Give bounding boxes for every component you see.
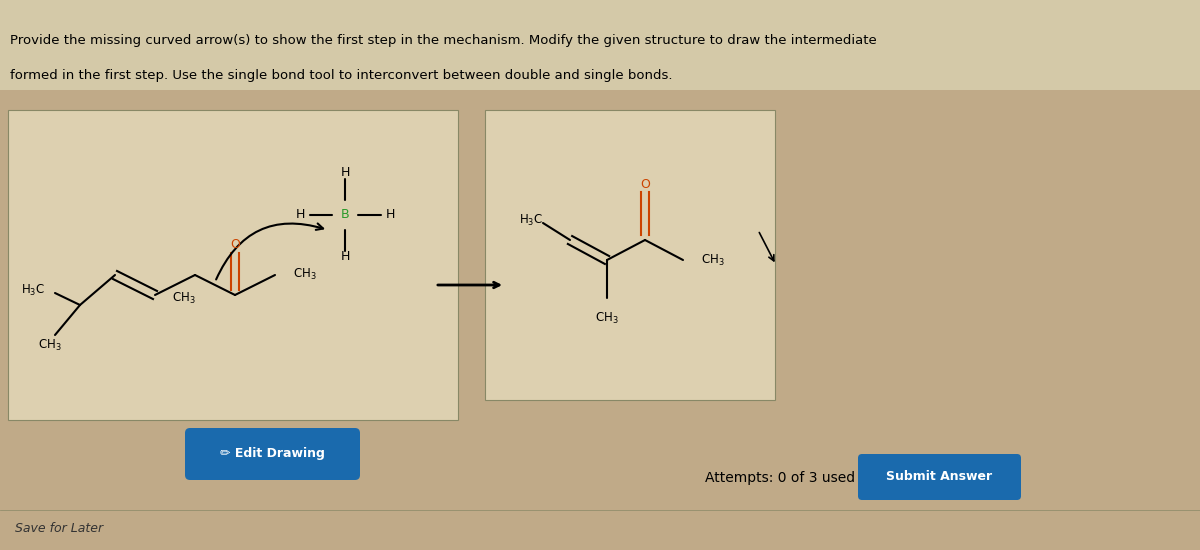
FancyBboxPatch shape (8, 110, 458, 420)
Text: CH$_3$: CH$_3$ (595, 310, 619, 326)
Text: CH$_3$: CH$_3$ (172, 290, 196, 306)
Text: Provide the missing curved arrow(s) to show the first step in the mechanism. Mod: Provide the missing curved arrow(s) to s… (10, 34, 877, 47)
Text: CH$_3$: CH$_3$ (293, 266, 317, 282)
Text: O: O (230, 239, 240, 251)
Text: H: H (341, 167, 349, 179)
Text: H: H (385, 208, 395, 222)
FancyBboxPatch shape (858, 454, 1021, 500)
Text: H: H (341, 250, 349, 263)
Text: CH$_3$: CH$_3$ (701, 252, 725, 267)
Text: H: H (295, 208, 305, 222)
FancyBboxPatch shape (485, 110, 775, 400)
FancyBboxPatch shape (0, 0, 1200, 90)
FancyBboxPatch shape (0, 90, 1200, 550)
Text: Submit Answer: Submit Answer (887, 470, 992, 483)
FancyBboxPatch shape (185, 428, 360, 480)
Text: Attempts: 0 of 3 used: Attempts: 0 of 3 used (704, 471, 856, 485)
Text: B: B (341, 208, 349, 222)
Text: O: O (640, 179, 650, 191)
Text: CH$_3$: CH$_3$ (38, 338, 61, 353)
Text: H$_3$C: H$_3$C (20, 283, 46, 298)
Text: ✏ Edit Drawing: ✏ Edit Drawing (220, 447, 325, 460)
Text: Save for Later: Save for Later (14, 521, 103, 535)
FancyArrowPatch shape (216, 223, 323, 279)
Text: formed in the first step. Use the single bond tool to interconvert between doubl: formed in the first step. Use the single… (10, 69, 672, 81)
Text: H$_3$C: H$_3$C (518, 212, 542, 228)
